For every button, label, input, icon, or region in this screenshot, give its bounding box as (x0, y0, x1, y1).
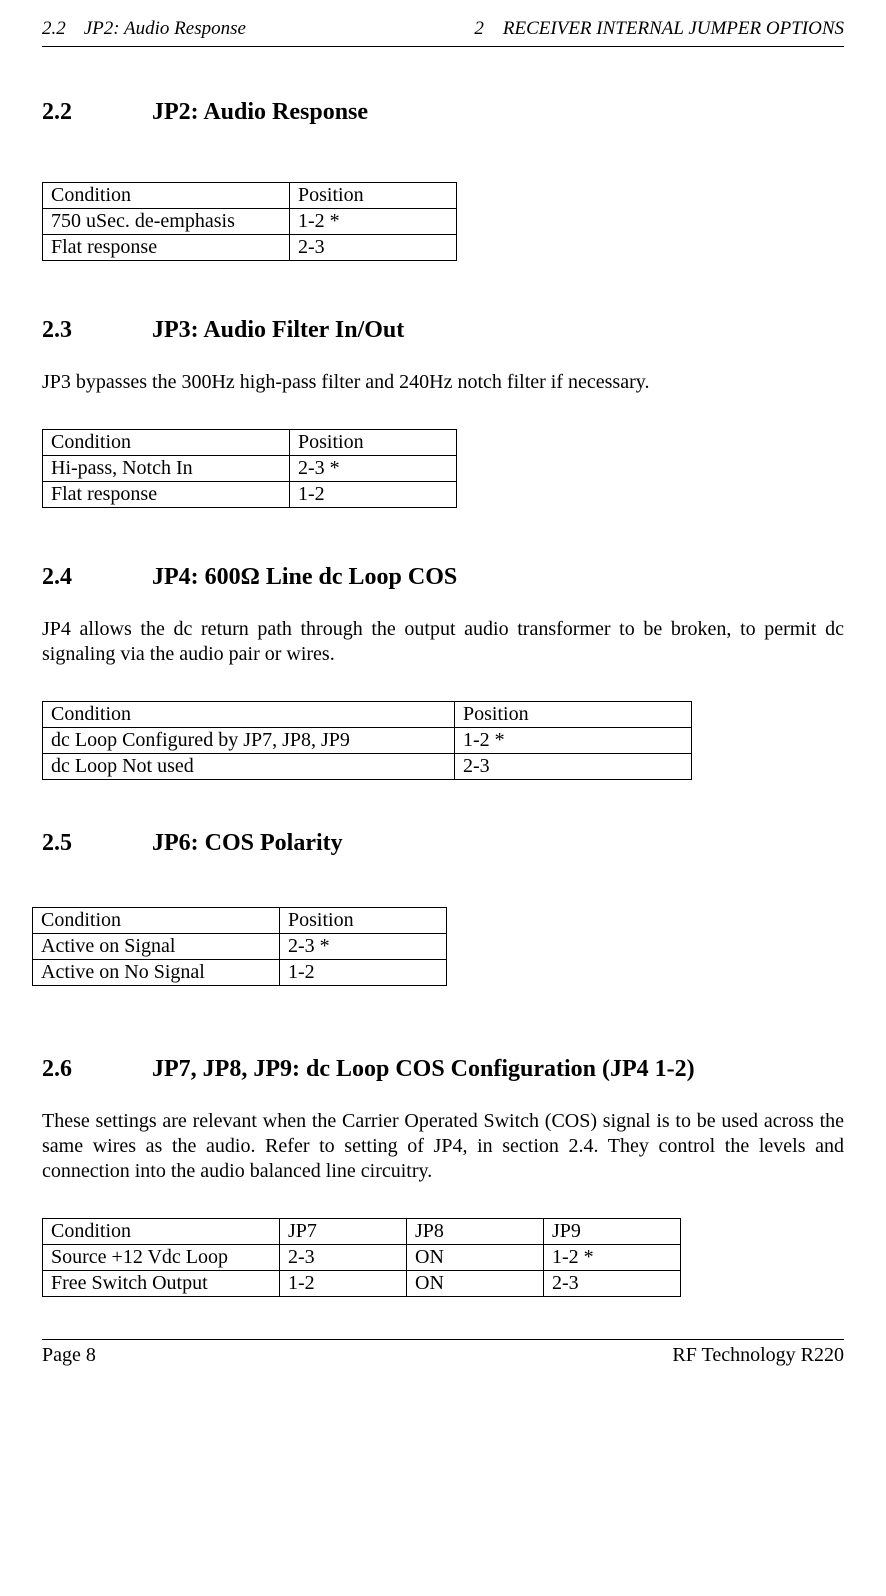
table-header-cell: Position (290, 183, 457, 209)
section-title: JP4: 600Ω Line dc Loop COS (152, 564, 457, 591)
section-number: 2.4 (42, 564, 152, 591)
table-header-cell: Condition (43, 183, 290, 209)
table-header-cell: Position (280, 908, 447, 934)
section-number: 2.2 (42, 99, 152, 126)
table-cell: 1-2 (290, 482, 457, 508)
table-row: Flat response2-3 (43, 235, 457, 261)
header-section-num: 2.2 (42, 18, 66, 40)
table-header-cell: JP8 (407, 1219, 544, 1245)
section-heading: 2.5 JP6: COS Polarity (42, 830, 844, 857)
table-cell: ON (407, 1245, 544, 1271)
footer-left: Page 8 (42, 1344, 96, 1367)
section-number: 2.6 (42, 1056, 152, 1083)
table-jp2: ConditionPosition750 uSec. de-emphasis1-… (42, 182, 457, 261)
table-jp3: ConditionPositionHi-pass, Notch In2-3 *F… (42, 429, 457, 508)
table-row: dc Loop Not used2-3 (43, 754, 692, 780)
table-cell: 2-3 (544, 1271, 681, 1297)
table-cell: Active on Signal (33, 934, 280, 960)
header-right: 2 RECEIVER INTERNAL JUMPER OPTIONS (474, 18, 844, 40)
section-heading: 2.6 JP7, JP8, JP9: dc Loop COS Configura… (42, 1056, 844, 1083)
table-cell: 2-3 (280, 1245, 407, 1271)
table-header-cell: Condition (43, 430, 290, 456)
section-body: These settings are relevant when the Car… (42, 1109, 844, 1184)
table-cell: 2-3 (290, 235, 457, 261)
section-2-2: 2.2 JP2: Audio Response ConditionPositio… (42, 99, 844, 261)
table-row: Hi-pass, Notch In2-3 * (43, 456, 457, 482)
table-cell: 750 uSec. de-emphasis (43, 209, 290, 235)
table-cell: 1-2 * (290, 209, 457, 235)
section-2-6: 2.6 JP7, JP8, JP9: dc Loop COS Configura… (42, 1056, 844, 1297)
header-right-title: RECEIVER INTERNAL JUMPER OPTIONS (503, 18, 844, 39)
table-cell: dc Loop Configured by JP7, JP8, JP9 (43, 728, 455, 754)
header-section-title: JP2: Audio Response (84, 18, 246, 40)
table-cell: 1-2 * (544, 1245, 681, 1271)
table-jp4: ConditionPositiondc Loop Configured by J… (42, 701, 692, 780)
section-2-3: 2.3 JP3: Audio Filter In/Out JP3 bypasse… (42, 317, 844, 508)
table-cell: 1-2 * (455, 728, 692, 754)
table-header-cell: Position (455, 702, 692, 728)
table-header-cell: Position (290, 430, 457, 456)
table-header-cell: Condition (43, 1219, 280, 1245)
table-cell: Free Switch Output (43, 1271, 280, 1297)
section-2-4: 2.4 JP4: 600Ω Line dc Loop COS JP4 allow… (42, 564, 844, 780)
table-row: Flat response1-2 (43, 482, 457, 508)
table-cell: 2-3 * (290, 456, 457, 482)
section-title: JP2: Audio Response (152, 99, 368, 126)
table-cell: 2-3 * (280, 934, 447, 960)
table-cell: Flat response (43, 235, 290, 261)
section-title: JP7, JP8, JP9: dc Loop COS Configuration… (152, 1056, 695, 1083)
table-cell: 1-2 (280, 1271, 407, 1297)
table-cell: Flat response (43, 482, 290, 508)
section-number: 2.3 (42, 317, 152, 344)
section-title: JP6: COS Polarity (152, 830, 343, 857)
table-cell: Hi-pass, Notch In (43, 456, 290, 482)
section-heading: 2.4 JP4: 600Ω Line dc Loop COS (42, 564, 844, 591)
table-row: Active on No Signal1-2 (33, 960, 447, 986)
table-cell: 1-2 (280, 960, 447, 986)
table-row: Active on Signal2-3 * (33, 934, 447, 960)
table-header-cell: Condition (33, 908, 280, 934)
table-jp6: ConditionPositionActive on Signal2-3 *Ac… (32, 907, 447, 986)
table-header-cell: Condition (43, 702, 455, 728)
page-header: 2.2 JP2: Audio Response 2 RECEIVER INTER… (42, 18, 844, 47)
table-cell: Active on No Signal (33, 960, 280, 986)
table-cell: dc Loop Not used (43, 754, 455, 780)
section-number: 2.5 (42, 830, 152, 857)
footer-right: RF Technology R220 (672, 1344, 844, 1367)
section-body: JP4 allows the dc return path through th… (42, 617, 844, 667)
section-heading: 2.2 JP2: Audio Response (42, 99, 844, 126)
section-body: JP3 bypasses the 300Hz high-pass filter … (42, 370, 844, 395)
table-row: dc Loop Configured by JP7, JP8, JP91-2 * (43, 728, 692, 754)
table-jp789: ConditionJP7JP8JP9Source +12 Vdc Loop2-3… (42, 1218, 681, 1297)
table-row: Source +12 Vdc Loop2-3ON1-2 * (43, 1245, 681, 1271)
header-left: 2.2 JP2: Audio Response (42, 18, 246, 40)
table-row: 750 uSec. de-emphasis1-2 * (43, 209, 457, 235)
section-heading: 2.3 JP3: Audio Filter In/Out (42, 317, 844, 344)
table-header-cell: JP7 (280, 1219, 407, 1245)
table-cell: ON (407, 1271, 544, 1297)
table-header-cell: JP9 (544, 1219, 681, 1245)
section-2-5: 2.5 JP6: COS Polarity ConditionPositionA… (42, 830, 844, 986)
page-footer: Page 8 RF Technology R220 (42, 1339, 844, 1367)
table-row: Free Switch Output1-2ON2-3 (43, 1271, 681, 1297)
header-right-num: 2 (474, 18, 484, 39)
section-title: JP3: Audio Filter In/Out (152, 317, 404, 344)
table-cell: 2-3 (455, 754, 692, 780)
table-cell: Source +12 Vdc Loop (43, 1245, 280, 1271)
